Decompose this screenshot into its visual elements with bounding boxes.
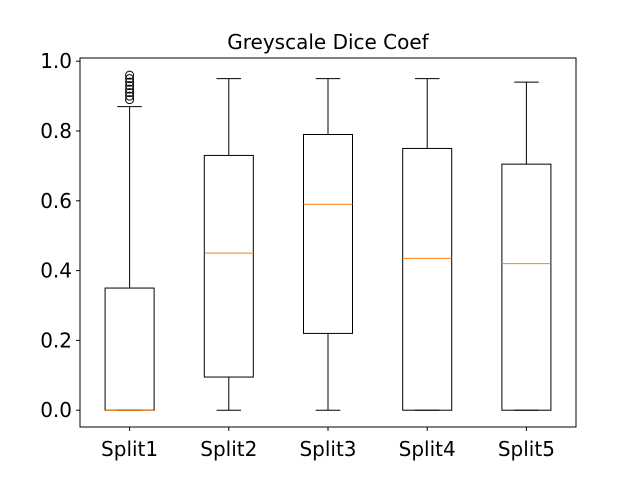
box-split3 [303,133,353,334]
x-tick-label: Split4 [399,437,456,461]
box-split1 [104,287,155,411]
y-tick-label: 0.4 [40,259,72,283]
outlier-point [125,77,135,87]
outlier-point [125,74,135,84]
box-split5 [501,163,552,411]
outlier-point [125,91,135,101]
x-tick-label: Split5 [498,437,555,461]
outlier-point [125,95,135,105]
plot-frame [79,57,577,428]
box-split4 [402,147,453,411]
x-tick-label: Split2 [200,437,257,461]
y-tick-label: 0.0 [40,398,72,422]
outlier-point [125,81,135,91]
x-tick-label: Split3 [299,437,356,461]
plot-area: 0.0 0.2 0.4 0.6 0.8 1.0 Split1 Split2 Split3 Spli… [40,49,555,461]
y-tick-label: 0.8 [40,119,72,143]
x-tick-label: Split1 [101,437,158,461]
outlier-point [125,70,135,80]
chart-title: Greyscale Dice Coef [227,30,429,54]
box-split2 [203,154,254,378]
y-tick-label: 1.0 [40,49,72,73]
outlier-point [125,88,135,98]
outlier-point [125,84,135,94]
y-tick-label: 0.2 [40,328,72,352]
y-tick-label: 0.6 [40,189,72,213]
